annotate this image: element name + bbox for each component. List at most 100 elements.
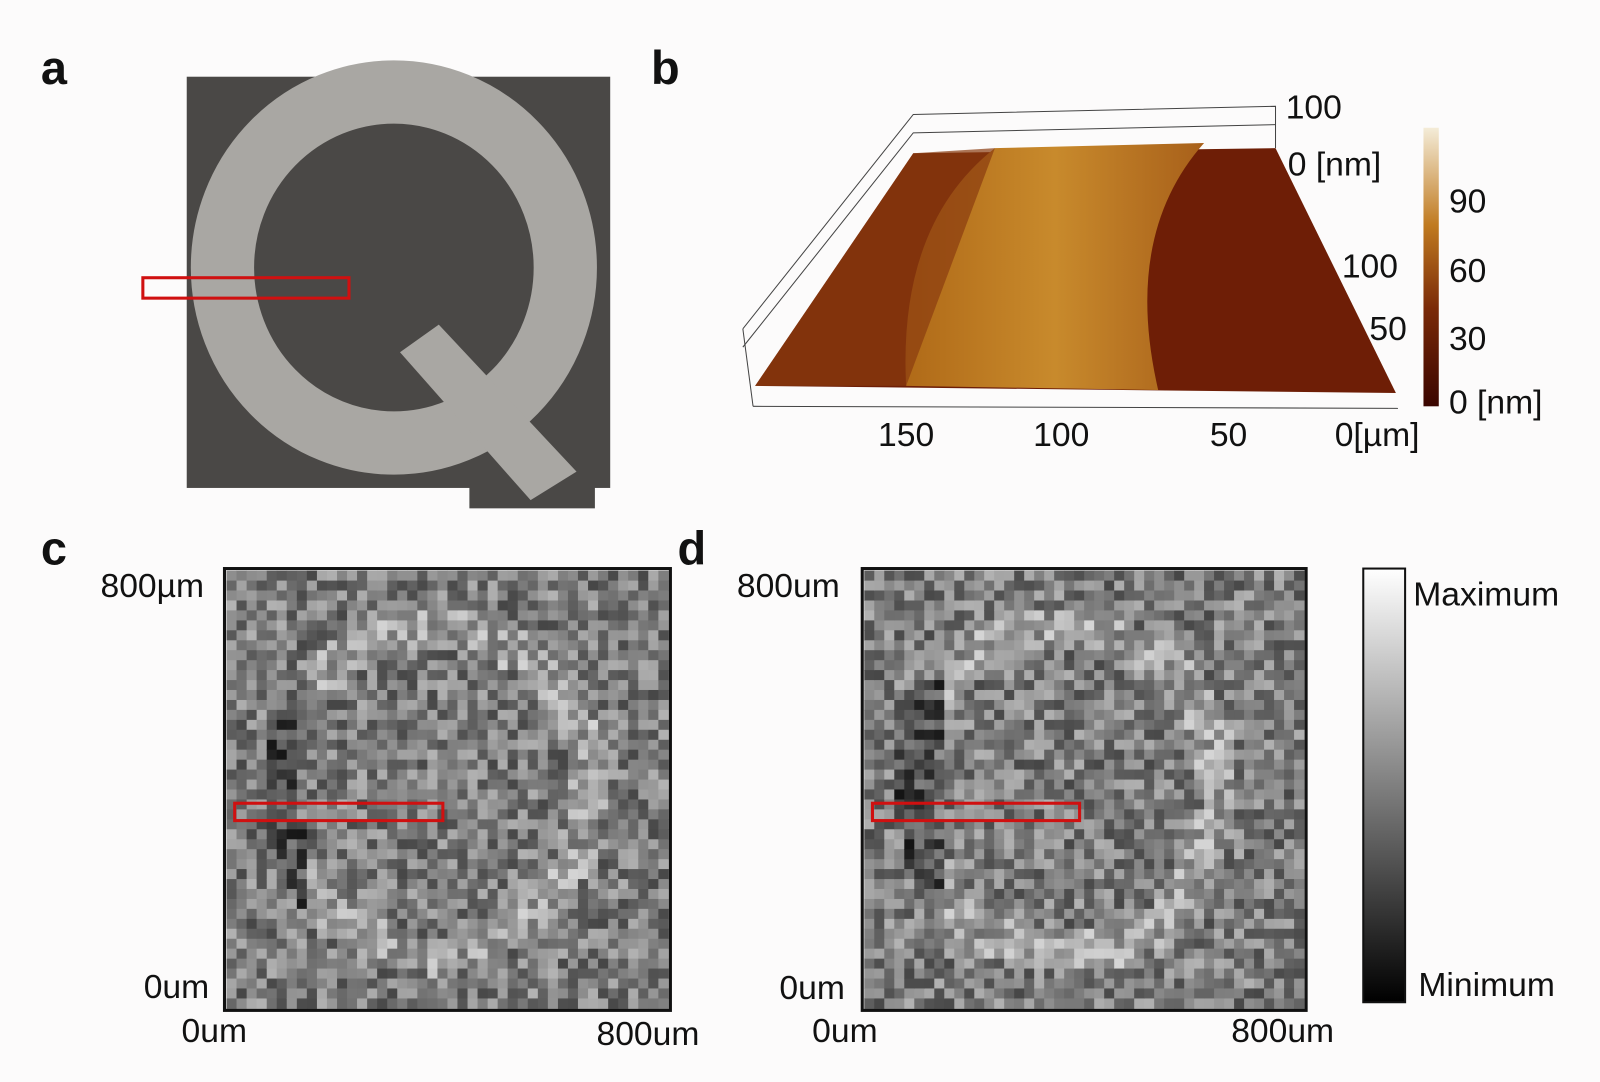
pixel — [427, 670, 438, 681]
pixel — [1134, 590, 1145, 601]
pixel — [904, 908, 915, 920]
pixel — [954, 879, 965, 890]
pixel — [537, 849, 549, 860]
pixel — [316, 918, 328, 930]
pixel — [296, 600, 308, 611]
pixel — [618, 888, 629, 900]
pixel — [954, 640, 965, 651]
pixel — [437, 779, 448, 791]
pixel — [1134, 898, 1145, 910]
pixel — [306, 978, 318, 990]
pixel — [1084, 570, 1095, 582]
pixel — [658, 789, 669, 800]
pixel — [1044, 849, 1055, 860]
pixel — [1024, 978, 1035, 990]
pixel — [276, 729, 288, 741]
pixel — [437, 938, 448, 950]
pixel — [1204, 640, 1215, 651]
pixel — [1104, 809, 1115, 820]
pixel — [1024, 998, 1035, 1009]
pixel — [347, 859, 358, 870]
pixel — [1024, 610, 1035, 621]
pixel — [1234, 809, 1245, 820]
pixel — [964, 709, 975, 721]
pixel — [387, 938, 398, 950]
pixel — [974, 650, 985, 661]
pixel — [577, 908, 589, 920]
pixel — [296, 869, 308, 880]
pixel — [924, 600, 935, 611]
pixel — [618, 998, 629, 1009]
pixel — [894, 620, 905, 631]
pixel — [598, 888, 609, 900]
pixel — [447, 799, 458, 810]
pixel — [487, 709, 499, 721]
pixel — [377, 590, 388, 601]
pixel — [256, 769, 268, 781]
pixel — [447, 680, 458, 691]
pixel — [477, 948, 489, 960]
pixel — [337, 988, 348, 999]
pixel — [864, 859, 875, 870]
pixel — [477, 640, 489, 651]
pixel — [1174, 670, 1185, 681]
pixel — [256, 650, 268, 661]
pixel — [1034, 590, 1045, 601]
pixel — [457, 699, 468, 711]
pixel — [904, 789, 915, 800]
pixel — [1174, 650, 1185, 661]
pixel — [1244, 968, 1255, 980]
pixel — [276, 898, 288, 910]
pixel — [427, 739, 438, 751]
pixel — [914, 839, 925, 850]
pixel — [1274, 660, 1285, 671]
pixel — [934, 789, 945, 800]
pixel — [974, 829, 985, 840]
pixel — [1294, 898, 1305, 910]
pixel — [447, 978, 458, 990]
pixel — [934, 779, 945, 791]
pixel — [1264, 640, 1275, 651]
roi — [233, 801, 445, 823]
pixel — [1234, 620, 1245, 631]
pixel — [974, 709, 985, 721]
pixel — [347, 978, 358, 990]
pixel — [1214, 789, 1225, 800]
pixel — [1234, 699, 1245, 711]
pixel — [1184, 879, 1195, 890]
pixel — [864, 680, 875, 691]
pixel — [527, 978, 539, 990]
pixel — [457, 849, 468, 860]
pixel — [316, 938, 328, 950]
pixel — [984, 978, 995, 990]
pixel — [1264, 869, 1275, 880]
pixel — [1154, 819, 1165, 830]
pixel — [326, 958, 338, 970]
pixel — [1184, 580, 1195, 592]
pixel — [658, 779, 669, 791]
pixel — [1234, 769, 1245, 781]
pixel — [577, 660, 589, 671]
pixel — [447, 630, 458, 641]
pixel — [658, 699, 669, 711]
pixel — [497, 839, 509, 850]
pixel — [347, 699, 358, 711]
pixel — [1134, 729, 1145, 741]
pixel — [874, 610, 885, 621]
pixel — [1174, 839, 1185, 850]
pixel — [567, 630, 579, 641]
pixel — [377, 888, 388, 900]
pixel — [557, 809, 569, 820]
pixel — [397, 879, 408, 890]
pixel — [1064, 759, 1075, 771]
pixel — [517, 570, 529, 582]
pixel — [1024, 849, 1035, 860]
pixel — [357, 759, 368, 771]
pixel — [904, 749, 915, 761]
pixel — [1014, 898, 1025, 910]
pixel — [658, 689, 669, 701]
pixel — [306, 620, 318, 631]
pixel — [377, 719, 388, 731]
pixel — [1214, 809, 1225, 820]
pixel — [296, 660, 308, 671]
